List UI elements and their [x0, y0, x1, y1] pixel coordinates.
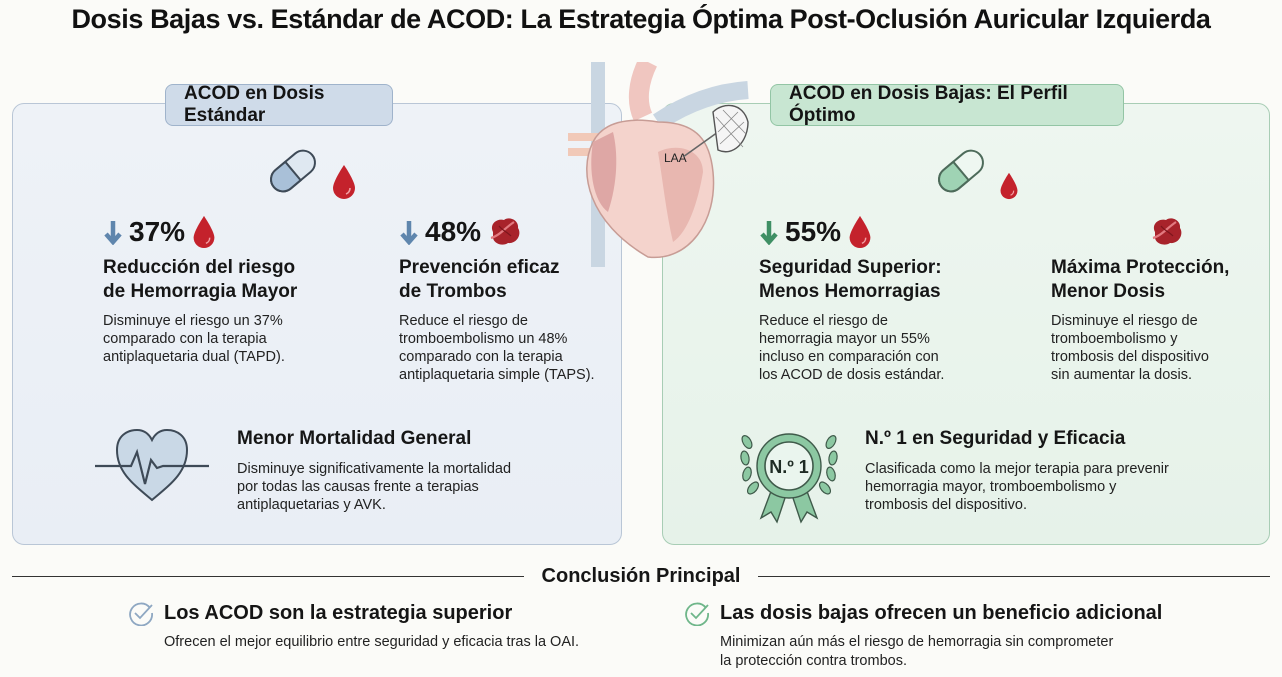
heart-laa-occluder-illustration: LAA — [568, 62, 749, 267]
down-arrow-icon — [760, 221, 778, 245]
svg-text:LAA: LAA — [664, 151, 687, 165]
feature-description: Disminuye significativamente la mortalid… — [237, 461, 512, 513]
standard-dose-header: ACOD en Dosis Estándar — [165, 83, 393, 126]
blood-drop-icon — [1000, 172, 1018, 200]
blood-clot-icon — [1152, 218, 1182, 245]
stat-title: Prevención eficaz de Trombos — [399, 257, 560, 302]
feature-title: N.º 1 en Seguridad y Eficacia — [865, 428, 1126, 449]
stat-value: 55% — [785, 216, 842, 247]
conclusion-divider: Conclusión Principal — [12, 565, 1271, 588]
svg-text:N.º 1: N.º 1 — [769, 457, 809, 477]
stat-title: Seguridad Superior: Menos Hemorragias — [759, 257, 942, 302]
stat-bleeding-reduction: 37% Reducción del riesgo de Hemorragia M… — [103, 212, 297, 366]
stat-value: 37% — [129, 216, 186, 247]
capsule-icon — [938, 149, 984, 193]
check-circle-icon — [129, 602, 153, 626]
down-arrow-icon — [400, 221, 418, 245]
divider-line — [758, 575, 1271, 578]
page-title: Dosis Bajas vs. Estándar de ACOD: La Est… — [71, 4, 1211, 34]
conclusion-item-low-dose-benefit: Las dosis bajas ofrecen un beneficio adi… — [684, 600, 1162, 671]
standard-dose-panel: ACOD en Dosis Estándar 37% Reducción del… — [12, 83, 622, 545]
conclusion-item-doac-superior: Los ACOD son la estrategia superior Ofre… — [128, 600, 579, 652]
feature-description: Clasificada como la mejor terapia para p… — [865, 461, 1169, 513]
stat-description: Disminuye el riesgo un 37% comparado con… — [103, 313, 285, 365]
feature-title: Menor Mortalidad General — [237, 428, 472, 449]
stat-thrombus-prevention: 48% Prevención eficaz de Trombos Reduce … — [399, 212, 595, 384]
stat-title: Máxima Protección, Menor Dosis — [1051, 257, 1230, 302]
mortality-feature: Menor Mortalidad General Disminuye signi… — [93, 424, 511, 514]
blood-drop-icon — [193, 215, 215, 249]
blood-clot-icon — [490, 218, 520, 245]
award-rosette-icon: N.º 1 — [740, 433, 838, 524]
stat-title: Reducción del riesgo de Hemorragia Mayor — [103, 257, 298, 302]
check-circle-icon — [685, 602, 709, 626]
blood-drop-icon — [849, 215, 871, 249]
stat-description: Reduce el riesgo de hemorragia mayor un … — [759, 313, 945, 383]
blood-drop-icon — [333, 165, 355, 199]
conclusion-description: Ofrecen el mejor equilibrio entre seguri… — [164, 634, 580, 650]
conclusion-label: Conclusión Principal — [541, 565, 741, 587]
down-arrow-icon — [104, 221, 122, 245]
low-dose-header: ACOD en Dosis Bajas: El Perfil Óptimo — [770, 83, 1124, 126]
standard-hero-icons — [263, 142, 357, 200]
divider-line — [12, 575, 524, 578]
ranking-feature: N.º 1 N.º 1 en Seguridad y Eficacia Clas… — [739, 422, 1169, 526]
capsule-icon — [270, 149, 316, 193]
conclusion-title: Los ACOD son la estrategia superior — [164, 601, 513, 624]
stat-description: Disminuye el riesgo de tromboembolismo y… — [1051, 313, 1209, 383]
stat-value: 48% — [425, 216, 482, 247]
heart-pulse-icon — [95, 428, 209, 502]
stat-max-protection: Máxima Protección, Menor Dosis Disminuye… — [1051, 212, 1229, 384]
conclusion-title: Las dosis bajas ofrecen un beneficio adi… — [720, 601, 1163, 624]
stat-description: Reduce el riesgo de tromboembolismo un 4… — [399, 313, 595, 383]
low-dose-panel: ACOD en Dosis Bajas: El Perfil Óptimo 55… — [662, 83, 1270, 545]
stat-superior-safety: 55% Seguridad Superior: Menos Hemorragia… — [759, 212, 944, 384]
low-dose-hero-icons — [931, 142, 1019, 200]
conclusion-description: Minimizan aún más el riesgo de hemorragi… — [720, 634, 1114, 669]
